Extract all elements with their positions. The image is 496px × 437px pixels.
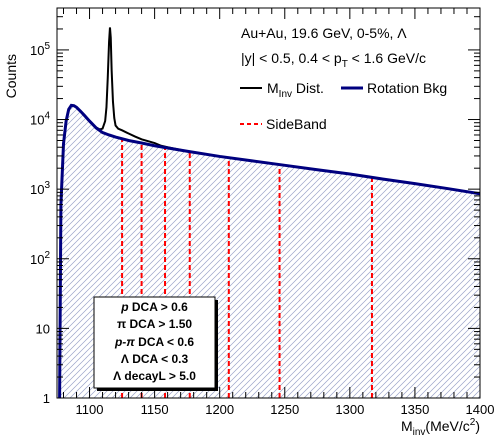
x-tick-label: 1400: [466, 402, 495, 417]
x-tick-label: 1250: [270, 402, 299, 417]
cut-line-3: p-π DCA < 0.6: [114, 335, 194, 349]
axis-ticks: [57, 7, 481, 399]
series-rotation-bkg: [58, 103, 480, 398]
y-tick-label: 103: [30, 180, 50, 197]
legend-label-sideband: SideBand: [266, 116, 327, 132]
info-line-2: |y| < 0.5, 0.4 < pT < 1.6 GeV/c: [241, 50, 426, 70]
y-tick-labels: 1 10 102 103 104 105: [30, 41, 50, 406]
info-line-1: Au+Au, 19.6 GeV, 0-5%, Λ: [241, 25, 407, 41]
x-axis-title: Minv(MeV/c2): [401, 417, 480, 437]
x-tick-label: 1350: [400, 402, 429, 417]
y-tick-label: 105: [30, 41, 50, 58]
cut-line-1: p DCA > 0.6: [120, 300, 188, 314]
cut-line-4: Λ DCA < 0.3: [121, 352, 189, 366]
plot-frame: [56, 7, 481, 399]
x-tick-label: 1100: [76, 402, 104, 417]
y-tick-label: 102: [30, 250, 50, 267]
y-axis-title: Counts: [3, 54, 19, 98]
x-tick-labels: 1100 1150 1200 1250 1300 1350 1400: [76, 402, 495, 417]
x-tick-label: 1150: [141, 402, 169, 417]
y-tick-label: 1: [43, 391, 50, 406]
cut-line-5: Λ decayL > 5.0: [113, 369, 196, 383]
legend: MInv Dist. Rotation Bkg SideBand: [240, 80, 447, 132]
cut-box: p DCA > 0.6 π DCA > 1.50 p-π DCA < 0.6 Λ…: [93, 296, 218, 391]
y-tick-label: 104: [30, 111, 50, 128]
x-tick-label: 1200: [205, 402, 234, 417]
cut-line-2: π DCA > 1.50: [117, 317, 192, 331]
y-tick-label: 10: [36, 321, 50, 336]
x-tick-label: 1300: [335, 402, 364, 417]
legend-label-minv: MInv Dist.: [267, 80, 324, 100]
legend-label-rotation: Rotation Bkg: [367, 80, 447, 96]
